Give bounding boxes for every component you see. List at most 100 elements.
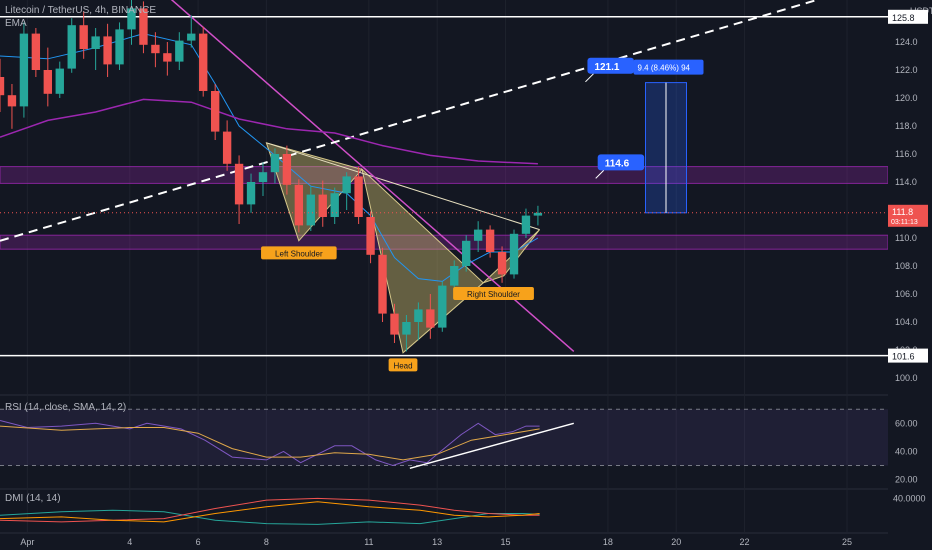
candle-body: [187, 33, 196, 41]
rsi-legend: RSI (14, close, SMA, 14, 2): [5, 402, 127, 413]
price-tick-label: 120.0: [895, 93, 918, 103]
candle-body: [509, 233, 519, 275]
top-level-tag: 125.8: [892, 13, 915, 23]
dmi-line: [0, 501, 540, 523]
rsi-line: [0, 420, 540, 467]
rsi-sma-line: [0, 425, 540, 461]
candle: [270, 148, 280, 184]
candle: [330, 187, 339, 224]
candle: [390, 303, 399, 343]
candle: [91, 28, 100, 70]
candle-body: [473, 229, 483, 241]
current-price-box: [888, 204, 928, 227]
neckline: [266, 142, 540, 231]
rsi-pane: [0, 408, 888, 470]
dashed-trendline: [0, 0, 821, 242]
candle: [318, 180, 327, 227]
target-label-2: 121.1: [594, 62, 619, 73]
candle-body: [402, 322, 411, 335]
head-label-box: [388, 358, 418, 372]
measure-label: 9.4 (8.46%) 94: [638, 64, 691, 73]
candle: [378, 247, 387, 322]
current-price-label: 111.8: [892, 207, 913, 217]
candle: [402, 315, 411, 352]
candle: [414, 302, 423, 341]
candle-body: [0, 77, 5, 96]
candle-body: [521, 215, 531, 234]
candle: [67, 18, 76, 73]
candle-body: [426, 309, 435, 328]
candle-body: [222, 131, 232, 164]
candle: [306, 186, 315, 231]
candle: [175, 32, 184, 70]
candle-body: [462, 240, 471, 266]
candle-body: [342, 176, 351, 194]
candle-body: [103, 36, 112, 65]
ema-legend: EMA: [5, 18, 27, 29]
candle: [258, 162, 268, 196]
candle-body: [234, 163, 244, 205]
candle-body: [485, 229, 495, 252]
candle-body: [390, 313, 399, 335]
candle: [366, 211, 375, 264]
price-tick-label: 104.0: [895, 317, 918, 327]
candle: [55, 61, 64, 98]
time-tick-label: 15: [500, 537, 510, 547]
candle: [43, 47, 52, 107]
candle-body: [258, 172, 268, 182]
target-label-1-box: [597, 154, 645, 171]
head-label: Head: [393, 361, 412, 370]
time-tick-label: 11: [364, 537, 373, 547]
time-tick-label: 18: [603, 537, 613, 547]
price-tick-label: 108.0: [895, 261, 918, 271]
candle-body: [497, 252, 507, 275]
rsi-band: [0, 409, 888, 466]
target-label-1-arrow: [595, 170, 605, 179]
time-tick-label: 22: [740, 537, 750, 547]
rsi-tick-label: 20.00: [895, 475, 918, 485]
candle: [294, 179, 304, 233]
candle: [222, 120, 232, 171]
candle: [234, 155, 244, 224]
candle-body: [246, 182, 256, 205]
rsi-tick-label: 40.00: [895, 446, 918, 456]
candle-body: [175, 40, 184, 62]
candle: [521, 208, 531, 238]
left-shoulder-label: Left Shoulder: [275, 249, 323, 258]
candle: [103, 23, 112, 77]
right-shoulder-label-box: [453, 287, 534, 300]
candle-body: [330, 193, 339, 217]
candle-body: [318, 194, 327, 217]
price-axis-background: [888, 0, 932, 550]
candle: [462, 235, 471, 272]
candle: [0, 58, 5, 112]
candle: [139, 1, 148, 54]
candle: [509, 229, 519, 279]
bottom-level-tag: 101.6: [892, 352, 915, 362]
time-tick-label: 4: [127, 537, 132, 547]
candle: [450, 260, 459, 292]
candle-body: [115, 29, 124, 65]
candle-body: [378, 254, 387, 314]
candle: [354, 166, 363, 224]
candle-body: [438, 285, 447, 328]
candle-body: [43, 70, 52, 94]
candle: [438, 281, 447, 332]
target-label-2-box: [587, 57, 634, 74]
candle-body: [450, 266, 459, 286]
time-tick-label: Apr: [20, 537, 34, 547]
candle: [210, 84, 220, 140]
price-tick-label: 114.0: [895, 177, 917, 187]
price-tick-label: 110.0: [895, 233, 917, 243]
candle-body: [67, 25, 76, 69]
time-axis: Apr 4 6 8 11 13 15 18 20 22 25: [0, 532, 888, 547]
candle-body: [354, 176, 363, 217]
candle: [426, 294, 435, 339]
candle-body: [366, 217, 375, 255]
candle-body: [55, 68, 64, 94]
candle: [473, 221, 483, 252]
candle: [533, 205, 543, 226]
candle: [31, 28, 41, 77]
